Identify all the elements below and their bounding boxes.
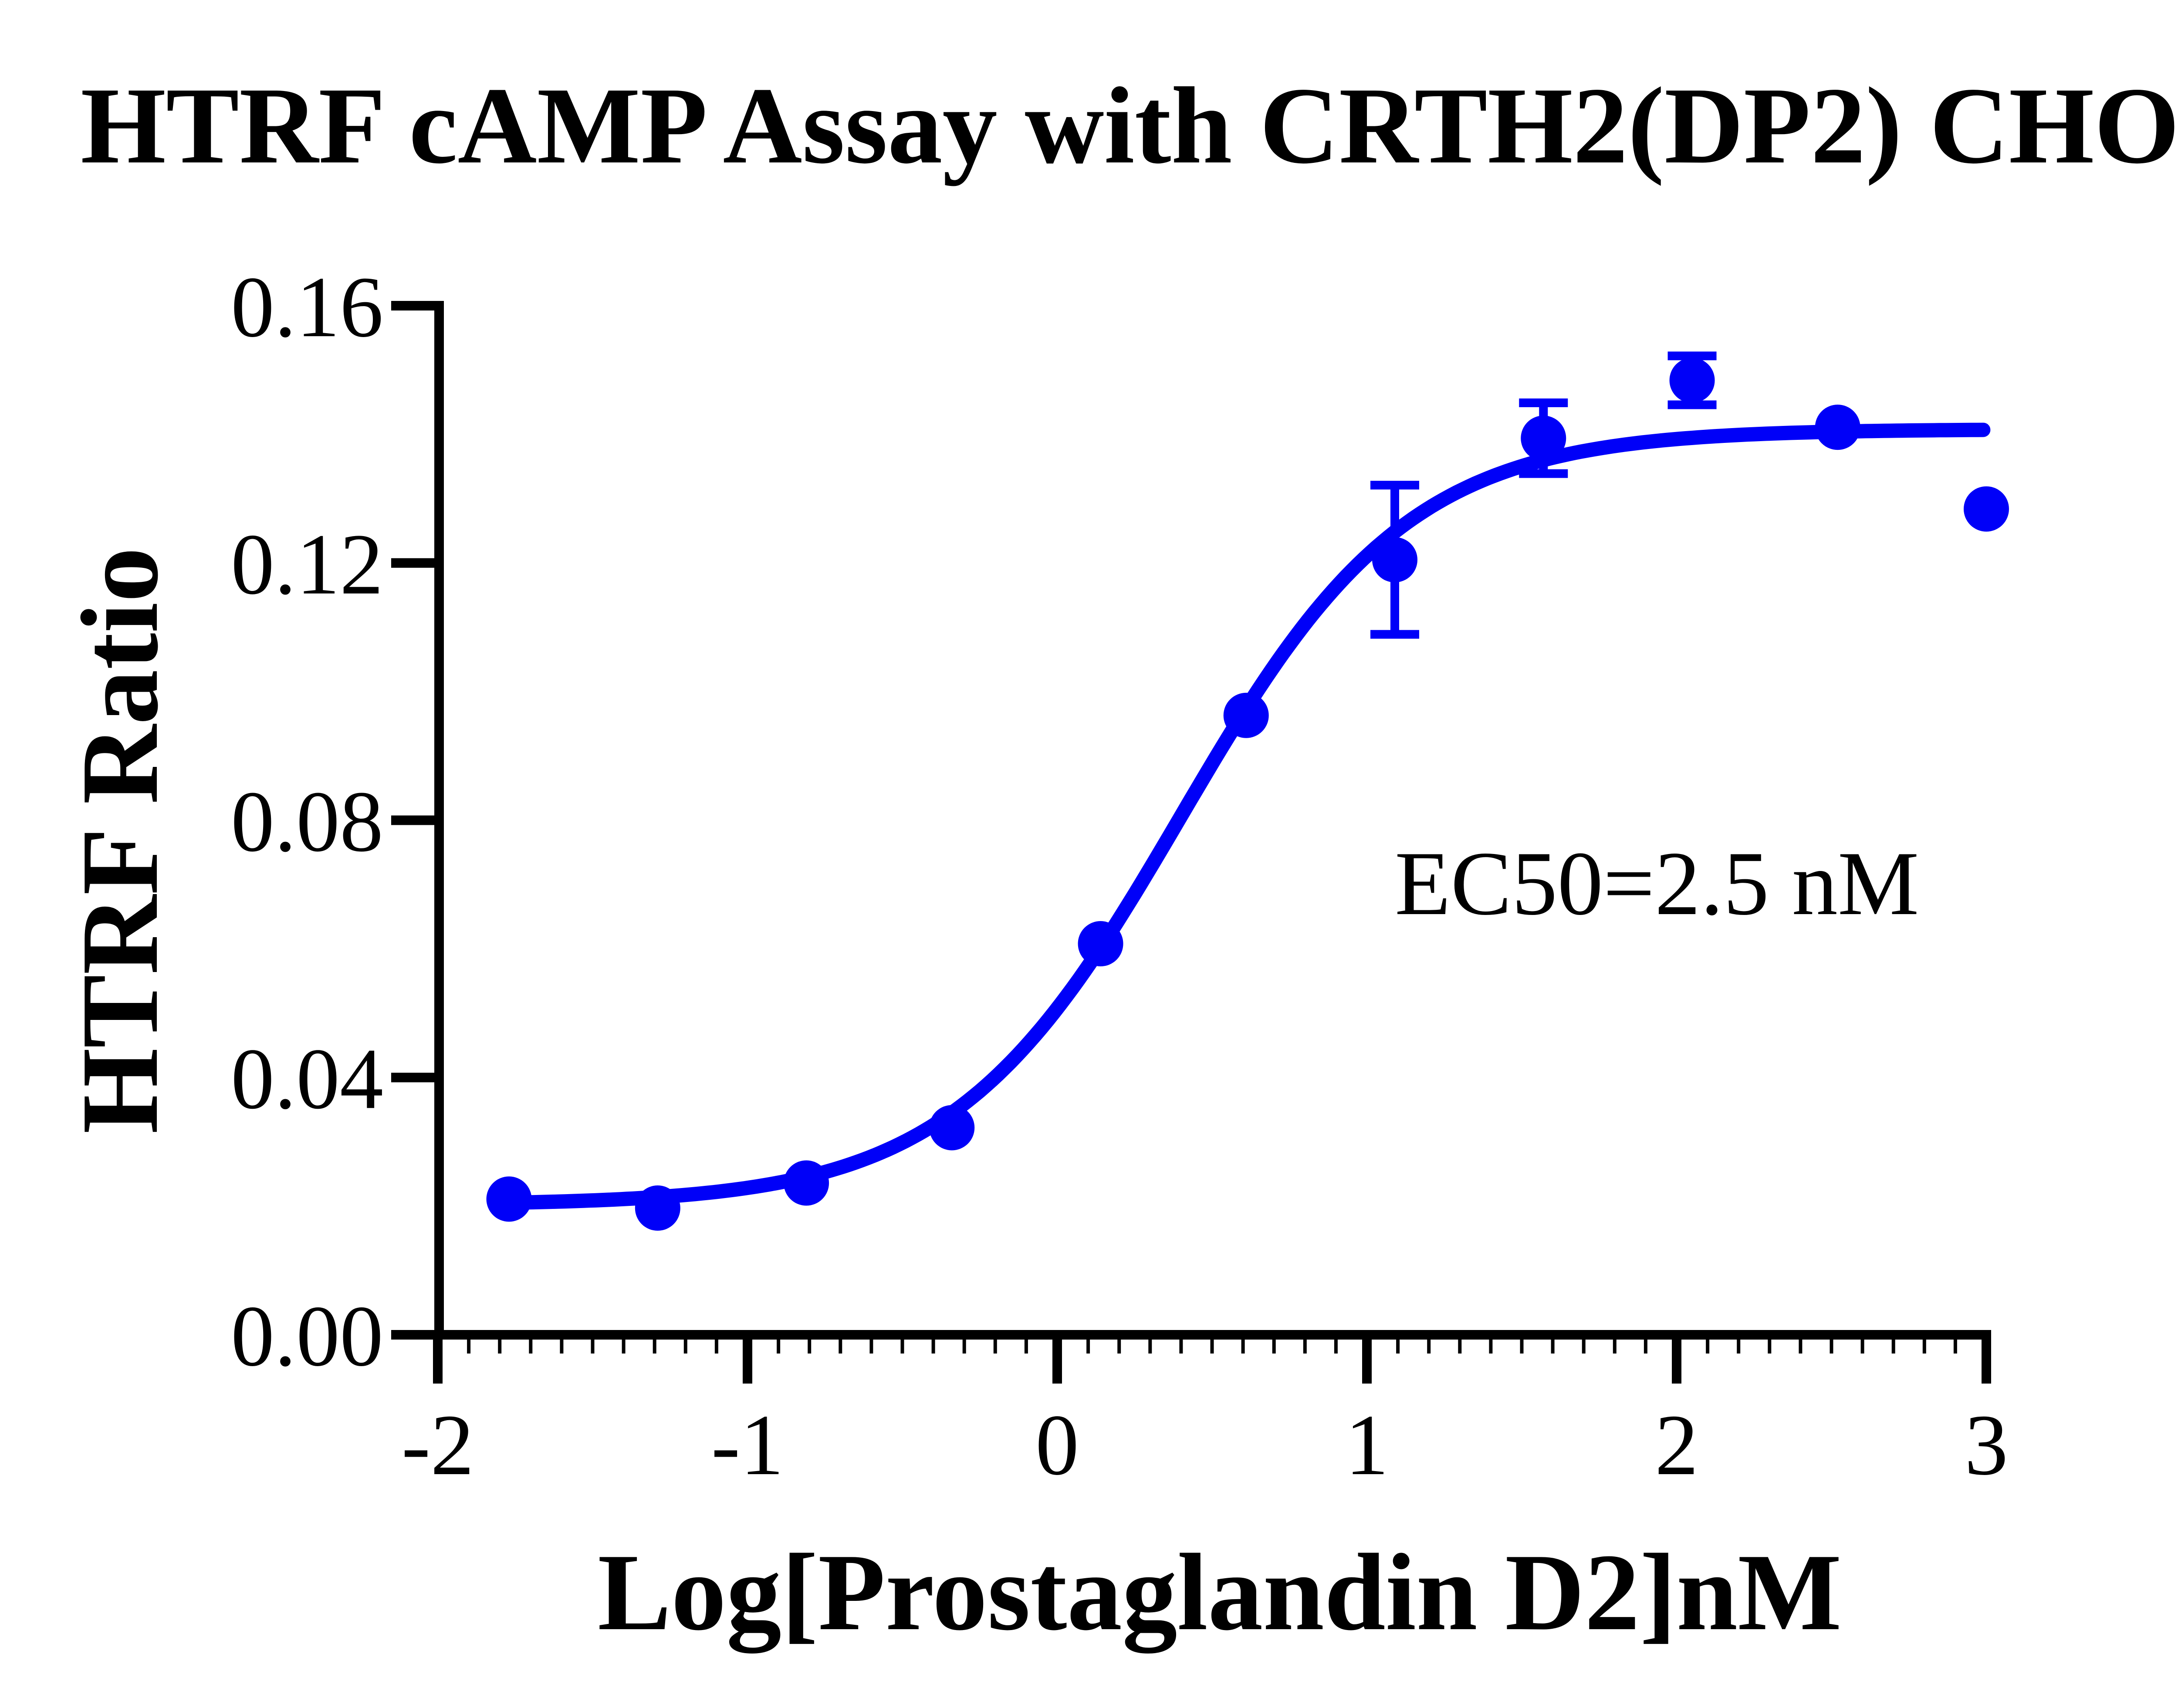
fit-curve-layer [502, 422, 1991, 1210]
axes-layer [391, 301, 1991, 1384]
tick-labels-layer: -2 -1 0 1 2 3 0.00 0.04 0.08 0.12 0.16 [231, 259, 2008, 1493]
ec50-annotation: EC50=2.5 nM [1395, 833, 1919, 934]
y-tick-label: 0.08 [231, 774, 383, 870]
y-tick-label: 0.12 [231, 516, 383, 613]
y-axis-label: HTRF Ratio [59, 547, 181, 1134]
data-point [1223, 692, 1269, 738]
x-tick-label: 1 [1345, 1397, 1389, 1493]
y-tick-label: 0.16 [231, 259, 383, 355]
data-point [784, 1160, 829, 1206]
x-tick-label: -2 [402, 1397, 474, 1493]
data-point [1372, 537, 1417, 583]
data-point [1964, 486, 2009, 532]
data-point [1815, 405, 1860, 450]
x-tick-label: 3 [1965, 1397, 2008, 1493]
fit-curve [502, 422, 1991, 1210]
data-point [929, 1105, 975, 1151]
x-tick-label: 2 [1655, 1397, 1698, 1493]
y-tick-label: 0.04 [231, 1031, 383, 1127]
y-tick-label: 0.00 [231, 1288, 383, 1384]
data-point [1078, 921, 1123, 967]
chart-title: HTRF cAMP Assay with CRTH2(DP2) CHO ( C1… [81, 64, 2178, 186]
error-bars-layer [1370, 351, 1717, 639]
data-point [1669, 358, 1715, 403]
x-tick-label: -1 [711, 1397, 784, 1493]
data-point [486, 1176, 532, 1222]
x-axis-label: Log[Prostaglandin D2]nM [598, 1531, 1842, 1654]
data-point [1521, 415, 1566, 461]
data-point [635, 1185, 680, 1231]
x-tick-label: 0 [1035, 1397, 1079, 1493]
data-points-layer [486, 358, 2009, 1231]
